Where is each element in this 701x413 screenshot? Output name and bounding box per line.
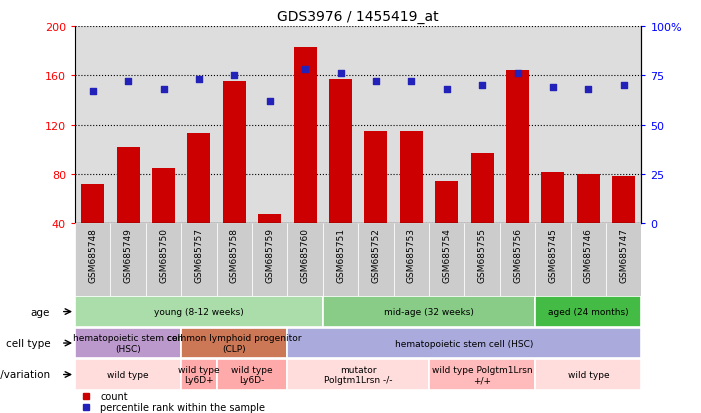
Bar [571,224,606,296]
Text: young (8-12 weeks): young (8-12 weeks) [154,307,244,316]
Bar [394,224,429,296]
Text: GSM685752: GSM685752 [372,228,381,282]
Bar [606,224,641,296]
Bar [612,177,635,273]
Text: GSM685757: GSM685757 [194,228,203,282]
Text: hematopoietic stem cell (HSC): hematopoietic stem cell (HSC) [395,339,533,348]
Text: GSM685748: GSM685748 [88,228,97,282]
Text: wild type Polgtm1Lrsn
+/+: wild type Polgtm1Lrsn +/+ [432,365,533,384]
Point [547,85,559,91]
Point [229,73,240,79]
Title: GDS3976 / 1455419_at: GDS3976 / 1455419_at [278,10,439,24]
Point [370,79,381,85]
Text: GSM685749: GSM685749 [123,228,132,282]
Point [335,71,346,77]
Text: GSM685747: GSM685747 [619,228,628,282]
Bar [187,134,210,273]
Bar [217,360,287,389]
Point [512,71,523,77]
Bar [429,224,465,296]
Bar [435,182,458,273]
Bar [323,297,536,327]
Text: GSM685751: GSM685751 [336,228,345,282]
Bar [182,224,217,296]
Bar [465,224,500,296]
Point [583,87,594,93]
Bar [287,360,429,389]
Point [406,79,417,85]
Bar [506,71,529,273]
Text: cell type: cell type [6,338,50,348]
Bar [182,360,217,389]
Text: hematopoietic stem cell
(HSC): hematopoietic stem cell (HSC) [73,334,183,353]
Bar [75,224,111,296]
Text: aged (24 months): aged (24 months) [548,307,629,316]
Text: wild type: wild type [568,370,609,379]
Bar [323,224,358,296]
Bar [294,48,317,273]
Bar [536,360,641,389]
Point [441,87,452,93]
Bar [81,185,104,273]
Point [477,83,488,89]
Bar [329,80,352,273]
Bar [358,224,394,296]
Text: wild type
Ly6D-: wild type Ly6D- [231,365,273,384]
Text: percentile rank within the sample: percentile rank within the sample [100,402,266,412]
Bar [258,214,281,273]
Text: mid-age (32 weeks): mid-age (32 weeks) [384,307,474,316]
Text: count: count [100,391,128,401]
Text: GSM685750: GSM685750 [159,228,168,282]
Text: GSM685745: GSM685745 [548,228,557,282]
Point [87,88,98,95]
Text: mutator
Polgtm1Lrsn -/-: mutator Polgtm1Lrsn -/- [324,365,393,384]
Bar [182,328,287,358]
Bar [146,224,181,296]
Point [618,83,629,89]
Bar [152,169,175,273]
Point [123,79,134,85]
Bar [577,175,600,273]
Bar [536,224,571,296]
Text: GSM685753: GSM685753 [407,228,416,282]
Bar [429,360,536,389]
Bar [470,154,494,273]
Bar [365,131,388,273]
Bar [252,224,287,296]
Text: GSM685755: GSM685755 [477,228,486,282]
Bar [217,224,252,296]
Bar [536,297,641,327]
Bar [287,328,641,358]
Bar [75,360,181,389]
Text: genotype/variation: genotype/variation [0,370,50,380]
Bar [500,224,536,296]
Text: GSM685756: GSM685756 [513,228,522,282]
Text: wild type
Ly6D+: wild type Ly6D+ [178,365,219,384]
Text: wild type: wild type [107,370,149,379]
Text: GSM685759: GSM685759 [265,228,274,282]
Bar [116,147,139,273]
Text: GSM685754: GSM685754 [442,228,451,282]
Text: GSM685758: GSM685758 [230,228,239,282]
Point [299,67,311,74]
Bar [111,224,146,296]
Bar [75,328,181,358]
Bar [400,131,423,273]
Bar [223,82,246,273]
Bar [75,297,323,327]
Text: GSM685760: GSM685760 [301,228,310,282]
Bar [541,172,564,273]
Point [193,77,205,83]
Point [264,98,275,105]
Bar [287,224,323,296]
Text: age: age [31,307,50,317]
Text: GSM685746: GSM685746 [584,228,593,282]
Point [158,87,169,93]
Text: common lymphoid progenitor
(CLP): common lymphoid progenitor (CLP) [167,334,301,353]
